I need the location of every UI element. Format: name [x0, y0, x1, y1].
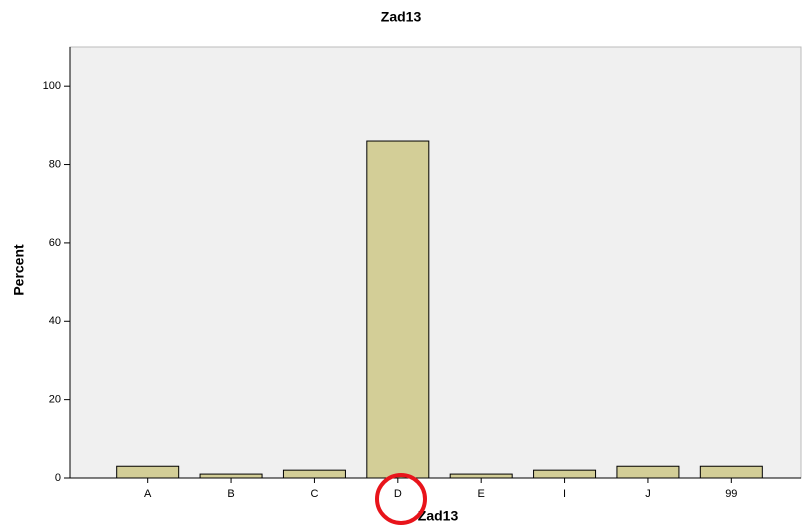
bar — [282, 469, 346, 479]
plot-area — [69, 46, 802, 479]
x-tick-label: 99 — [725, 488, 737, 500]
chart-title: Zad13 — [381, 9, 422, 25]
y-tick-label: 0 — [55, 472, 61, 484]
bar — [449, 473, 513, 479]
bar — [616, 465, 680, 479]
x-tick-label: C — [310, 488, 318, 500]
y-tick-label: 100 — [43, 80, 61, 92]
x-tick-label: E — [478, 488, 485, 500]
bar — [199, 473, 263, 479]
y-tick-label: 40 — [49, 315, 61, 327]
bar — [366, 140, 430, 479]
y-tick-label: 20 — [49, 394, 61, 406]
bar — [699, 465, 763, 479]
y-tick-label: 60 — [49, 237, 61, 249]
x-tick-label: B — [227, 488, 234, 500]
bar — [533, 469, 597, 479]
highlight-circle — [375, 473, 427, 525]
x-tick-label: A — [144, 488, 152, 500]
x-axis-label: Zad13 — [418, 508, 459, 524]
y-axis-label: Percent — [11, 244, 27, 296]
x-tick-label: I — [563, 488, 566, 500]
x-tick-label: D — [394, 488, 402, 500]
x-tick-label: J — [645, 488, 651, 500]
y-tick-label: 80 — [49, 158, 61, 170]
bar — [116, 465, 180, 479]
